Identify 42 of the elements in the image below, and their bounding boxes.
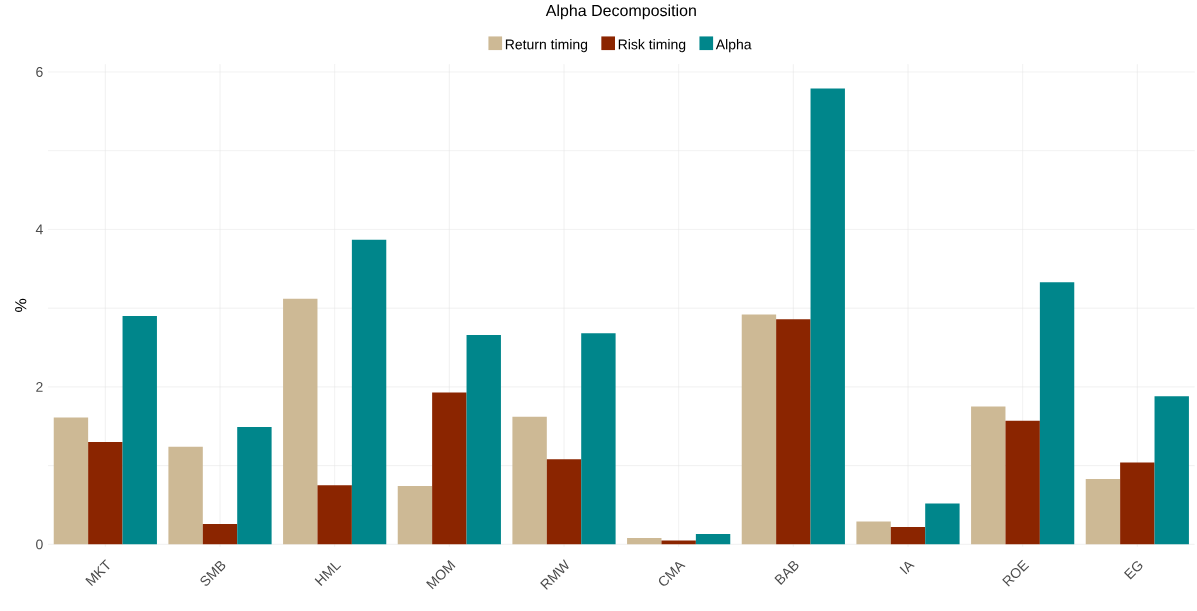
bar <box>202 524 238 545</box>
bar <box>53 417 89 545</box>
bar <box>581 333 616 545</box>
bar <box>627 538 662 545</box>
bar <box>925 503 960 545</box>
x-tick-label: HML <box>314 563 342 587</box>
y-tick-label: 6 <box>36 67 43 78</box>
x-tick-label: IA <box>899 561 915 575</box>
bar <box>432 392 467 545</box>
y-tick-label: 0 <box>36 539 43 550</box>
bar <box>88 442 123 545</box>
bar <box>741 314 777 545</box>
bar <box>168 446 203 545</box>
bar <box>397 486 433 545</box>
y-tick-label: 4 <box>35 224 43 235</box>
bar <box>971 406 1006 545</box>
bar <box>512 416 547 545</box>
bar <box>1120 462 1155 545</box>
bar <box>695 534 731 545</box>
bar <box>546 459 582 545</box>
y-axis-title: % <box>15 298 27 313</box>
legend-label: Return timing <box>505 39 588 53</box>
y-tick-label: 2 <box>36 382 43 392</box>
bar <box>856 521 891 545</box>
bar <box>1005 420 1040 545</box>
bar <box>237 427 272 545</box>
bar <box>890 527 926 545</box>
bar <box>1085 479 1121 545</box>
chart-title: Alpha Decomposition <box>545 4 696 20</box>
bar <box>661 540 696 545</box>
bar <box>122 316 157 545</box>
bar <box>776 319 811 545</box>
bar <box>466 335 501 545</box>
bar <box>317 485 352 545</box>
bar <box>1154 396 1189 545</box>
bar <box>283 298 318 545</box>
bar <box>351 239 387 545</box>
legend-label: Alpha <box>715 39 752 53</box>
bar <box>810 88 845 545</box>
legend-label: Risk timing <box>618 39 686 53</box>
x-tick-label: EG <box>1123 561 1143 580</box>
bar <box>1039 282 1075 545</box>
